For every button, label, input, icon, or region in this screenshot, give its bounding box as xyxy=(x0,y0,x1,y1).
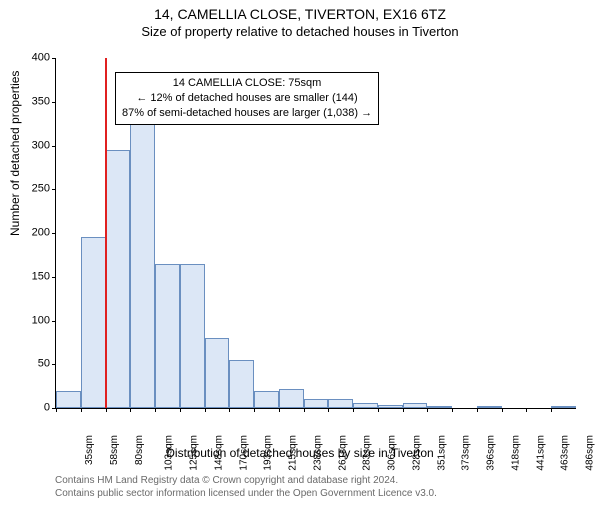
histogram-bar xyxy=(229,360,254,408)
annotation-line: ← 12% of detached houses are smaller (14… xyxy=(122,91,372,106)
histogram-bar xyxy=(279,389,304,408)
footer-line: Contains HM Land Registry data © Crown c… xyxy=(55,474,437,487)
x-tick-mark xyxy=(526,408,527,412)
property-marker-line xyxy=(105,58,107,408)
y-tick-mark xyxy=(52,58,56,59)
histogram-bar xyxy=(304,399,329,408)
histogram-bar xyxy=(106,150,131,408)
y-tick-mark xyxy=(52,102,56,103)
x-tick-mark xyxy=(378,408,379,412)
y-tick-mark xyxy=(52,233,56,234)
x-tick-mark xyxy=(452,408,453,412)
histogram-bar xyxy=(130,124,155,408)
histogram-bar xyxy=(551,406,576,408)
histogram-bar xyxy=(403,403,428,408)
histogram-bar xyxy=(254,391,279,409)
histogram-bar xyxy=(205,338,230,408)
x-tick-mark xyxy=(477,408,478,412)
y-tick-label: 350 xyxy=(20,96,50,107)
x-tick-mark xyxy=(353,408,354,412)
histogram-bar xyxy=(328,399,353,408)
y-tick-label: 150 xyxy=(20,271,50,282)
chart-title-main: 14, CAMELLIA CLOSE, TIVERTON, EX16 6TZ xyxy=(0,6,600,22)
x-tick-mark xyxy=(328,408,329,412)
y-tick-label: 250 xyxy=(20,184,50,195)
y-tick-mark xyxy=(52,277,56,278)
x-tick-mark xyxy=(180,408,181,412)
y-tick-label: 400 xyxy=(20,53,50,64)
histogram-bar xyxy=(353,403,378,408)
annotation-line: 14 CAMELLIA CLOSE: 75sqm xyxy=(122,76,372,91)
x-tick-mark xyxy=(304,408,305,412)
x-tick-mark xyxy=(130,408,131,412)
y-tick-label: 50 xyxy=(20,359,50,370)
chart-title-sub: Size of property relative to detached ho… xyxy=(0,24,600,39)
x-tick-mark xyxy=(106,408,107,412)
y-tick-label: 0 xyxy=(20,403,50,414)
annotation-box: 14 CAMELLIA CLOSE: 75sqm ← 12% of detach… xyxy=(115,72,379,125)
x-tick-mark xyxy=(551,408,552,412)
chart-area: 05010015020025030035040035sqm58sqm80sqm1… xyxy=(55,58,575,408)
y-tick-mark xyxy=(52,146,56,147)
y-tick-mark xyxy=(52,321,56,322)
histogram-bar xyxy=(56,391,81,409)
footer-line: Contains public sector information licen… xyxy=(55,487,437,500)
histogram-bar xyxy=(477,406,502,408)
x-tick-mark xyxy=(279,408,280,412)
y-tick-label: 300 xyxy=(20,140,50,151)
histogram-bar xyxy=(378,405,403,409)
histogram-bar xyxy=(180,264,205,408)
histogram-bar xyxy=(427,406,452,408)
y-tick-mark xyxy=(52,189,56,190)
footer-attribution: Contains HM Land Registry data © Crown c… xyxy=(55,474,437,500)
x-tick-mark xyxy=(81,408,82,412)
annotation-line: 87% of semi-detached houses are larger (… xyxy=(122,106,372,121)
x-tick-mark xyxy=(254,408,255,412)
x-axis-label: Distribution of detached houses by size … xyxy=(0,446,600,460)
x-tick-mark xyxy=(155,408,156,412)
histogram-bar xyxy=(155,264,180,408)
x-tick-mark xyxy=(56,408,57,412)
x-tick-mark xyxy=(205,408,206,412)
y-tick-mark xyxy=(52,364,56,365)
x-tick-mark xyxy=(403,408,404,412)
x-tick-mark xyxy=(229,408,230,412)
histogram-bar xyxy=(81,237,106,408)
y-tick-label: 200 xyxy=(20,228,50,239)
x-tick-mark xyxy=(502,408,503,412)
y-tick-label: 100 xyxy=(20,315,50,326)
x-tick-mark xyxy=(427,408,428,412)
